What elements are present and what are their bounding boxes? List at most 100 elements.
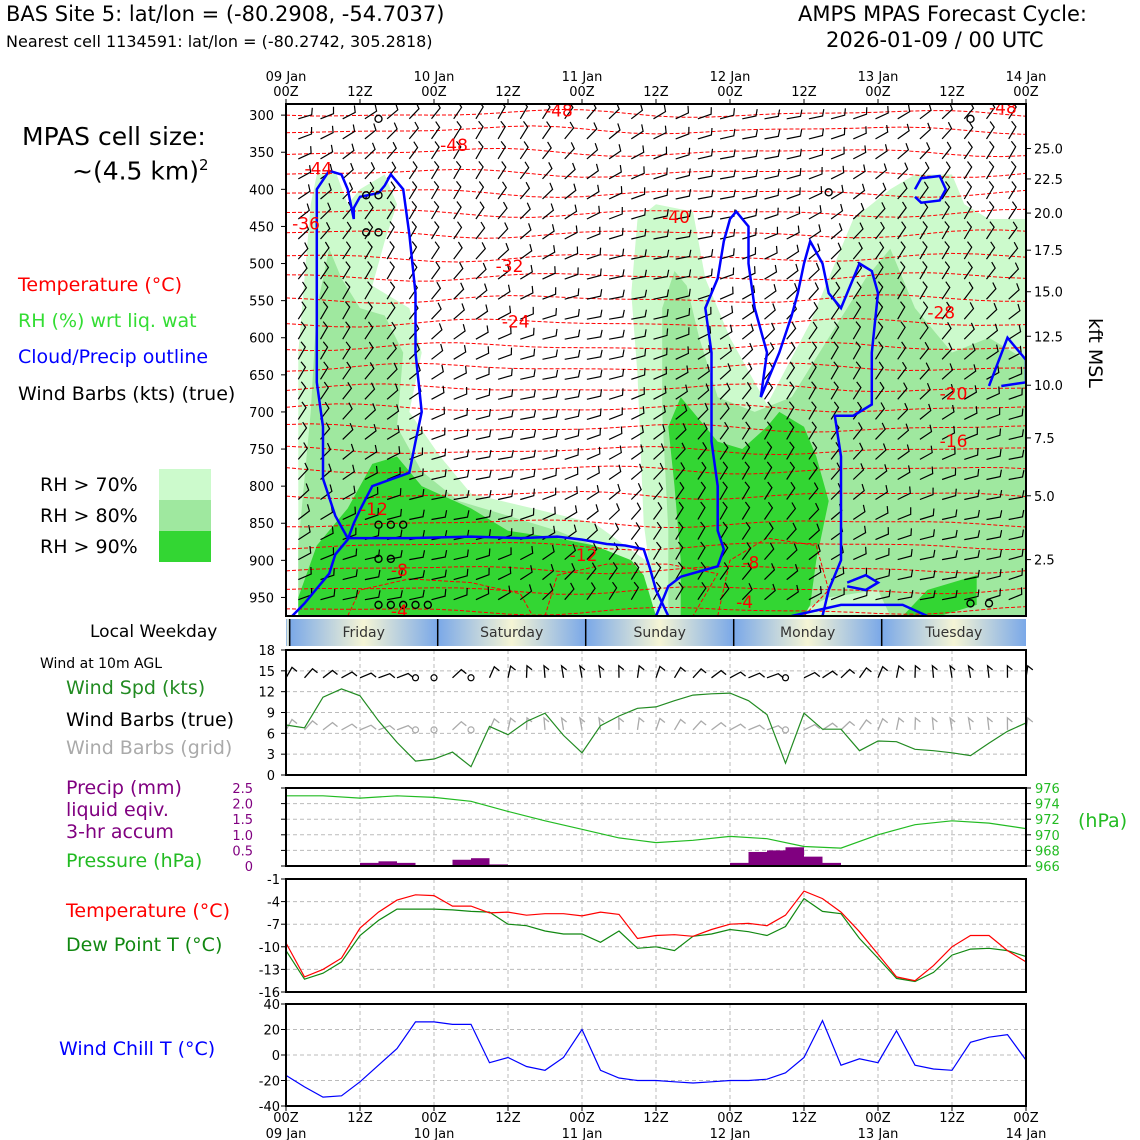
- wind-barb: [986, 344, 999, 360]
- wind-barb: [453, 344, 467, 360]
- wind-barb: [497, 429, 514, 440]
- wind-barb: [631, 289, 648, 300]
- wind-barb: [830, 545, 844, 561]
- wind-barb: [852, 341, 862, 360]
- cloud-outline: [291, 169, 670, 616]
- wind-barb: [742, 189, 758, 200]
- wind-barb: [697, 383, 710, 400]
- wind-barb: [808, 262, 820, 280]
- true-wind-barb: [858, 666, 872, 679]
- true-wind-barb: [914, 664, 921, 678]
- wind-barb: [653, 347, 668, 360]
- wind-barb: [1008, 104, 1017, 120]
- wind-barb: [386, 104, 399, 120]
- wind-barb: [719, 248, 735, 260]
- cell-size-label: MPAS cell size:: [22, 122, 206, 151]
- wind-barb: [875, 241, 885, 260]
- wind-barb: [364, 341, 374, 360]
- wind-barb: [764, 245, 778, 260]
- wind-barb: [897, 301, 906, 320]
- wind-barb: [564, 349, 581, 360]
- grid-wind-barb: [986, 716, 994, 730]
- pressure-tick-label: 972: [1035, 813, 1060, 828]
- wind-barb: [786, 148, 802, 160]
- wind-barb: [986, 489, 1003, 501]
- temperature-contour-label: -36: [292, 214, 320, 234]
- isotherm-line: [286, 208, 1026, 218]
- weekday-band: [286, 619, 290, 646]
- temperature-contour-label: -24: [502, 312, 530, 332]
- wind-barb: [808, 461, 818, 480]
- wind-barb: [453, 490, 470, 501]
- wind-barb: [342, 402, 353, 420]
- wind-barb: [520, 369, 536, 380]
- wind-barb: [475, 509, 492, 521]
- wind-barb: [408, 363, 421, 380]
- wind-barb: [830, 281, 841, 300]
- wind-barb: [697, 148, 714, 160]
- grid-wind-barb: [543, 716, 550, 730]
- wind-barb: [298, 566, 312, 581]
- wind-barb: [897, 261, 906, 280]
- wind-barb: [364, 569, 381, 581]
- wind-barb: [808, 147, 824, 160]
- pressure-tick-label: 400: [249, 183, 274, 198]
- wind-barb: [853, 525, 867, 541]
- wind-barb: [475, 586, 490, 601]
- wind-barb: [497, 181, 508, 200]
- wind-barb: [919, 281, 928, 300]
- calm-wind-marker: [374, 554, 383, 564]
- wind-barb: [364, 549, 381, 561]
- wind-barb: [897, 104, 911, 120]
- wind-barb: [897, 549, 913, 561]
- wind-barb: [808, 401, 817, 420]
- cloud-outline: [791, 603, 928, 616]
- wind-barb: [298, 546, 312, 561]
- wind-barb: [941, 342, 953, 360]
- wind-barb: [808, 243, 821, 260]
- wind-barb: [830, 108, 846, 120]
- precip-bar: [767, 850, 786, 866]
- wind-barb: [586, 542, 598, 561]
- calm-wind-marker: [374, 114, 383, 124]
- wind-barb: [897, 162, 909, 180]
- wind-barb: [608, 123, 621, 140]
- wind-barb: [564, 162, 576, 180]
- legend-precip-2: liquid eqiv.: [66, 799, 169, 821]
- wind-barb: [542, 449, 558, 460]
- wind-barb: [986, 365, 1000, 380]
- wind-barb: [386, 221, 395, 240]
- top-day-label: 13 Jan: [858, 70, 899, 85]
- wind-barb: [897, 142, 910, 160]
- wind-barb: [520, 488, 535, 501]
- wind-barb: [741, 481, 751, 500]
- wind-barb: [897, 221, 907, 240]
- true-wind-barb: [803, 671, 821, 679]
- wind-barb: [564, 409, 581, 420]
- weekday-strip: Friday Saturday Sunday Monday Tuesday: [286, 619, 1026, 646]
- top-hour-label: 12Z: [791, 85, 817, 100]
- wind-barb: [342, 548, 358, 561]
- wind-barb: [985, 181, 995, 200]
- wind-barb: [586, 523, 599, 541]
- wind-barb: [919, 466, 934, 481]
- wind-barb: [941, 281, 951, 300]
- wind-barb: [586, 484, 600, 501]
- temperature-tick-label: -13: [259, 963, 280, 978]
- wind-barb: [786, 244, 800, 260]
- wind-barb: [431, 343, 444, 360]
- grid-wind-barb: [931, 716, 938, 730]
- wind-barb: [297, 321, 307, 340]
- wind-barb: [675, 384, 688, 400]
- wind-barb: [1008, 120, 1017, 140]
- pressure-tick-label: 550: [249, 295, 274, 310]
- wind-tick-label: 9: [267, 707, 275, 722]
- wind-barb: [853, 145, 867, 160]
- wind-barb: [719, 169, 736, 180]
- temperature-contour-label: -40: [662, 208, 690, 228]
- wind-barb: [985, 161, 995, 180]
- wind-barb: [874, 341, 884, 360]
- wind-barb: [1008, 587, 1023, 601]
- wind-barb: [542, 583, 554, 601]
- wind-barb: [719, 286, 734, 300]
